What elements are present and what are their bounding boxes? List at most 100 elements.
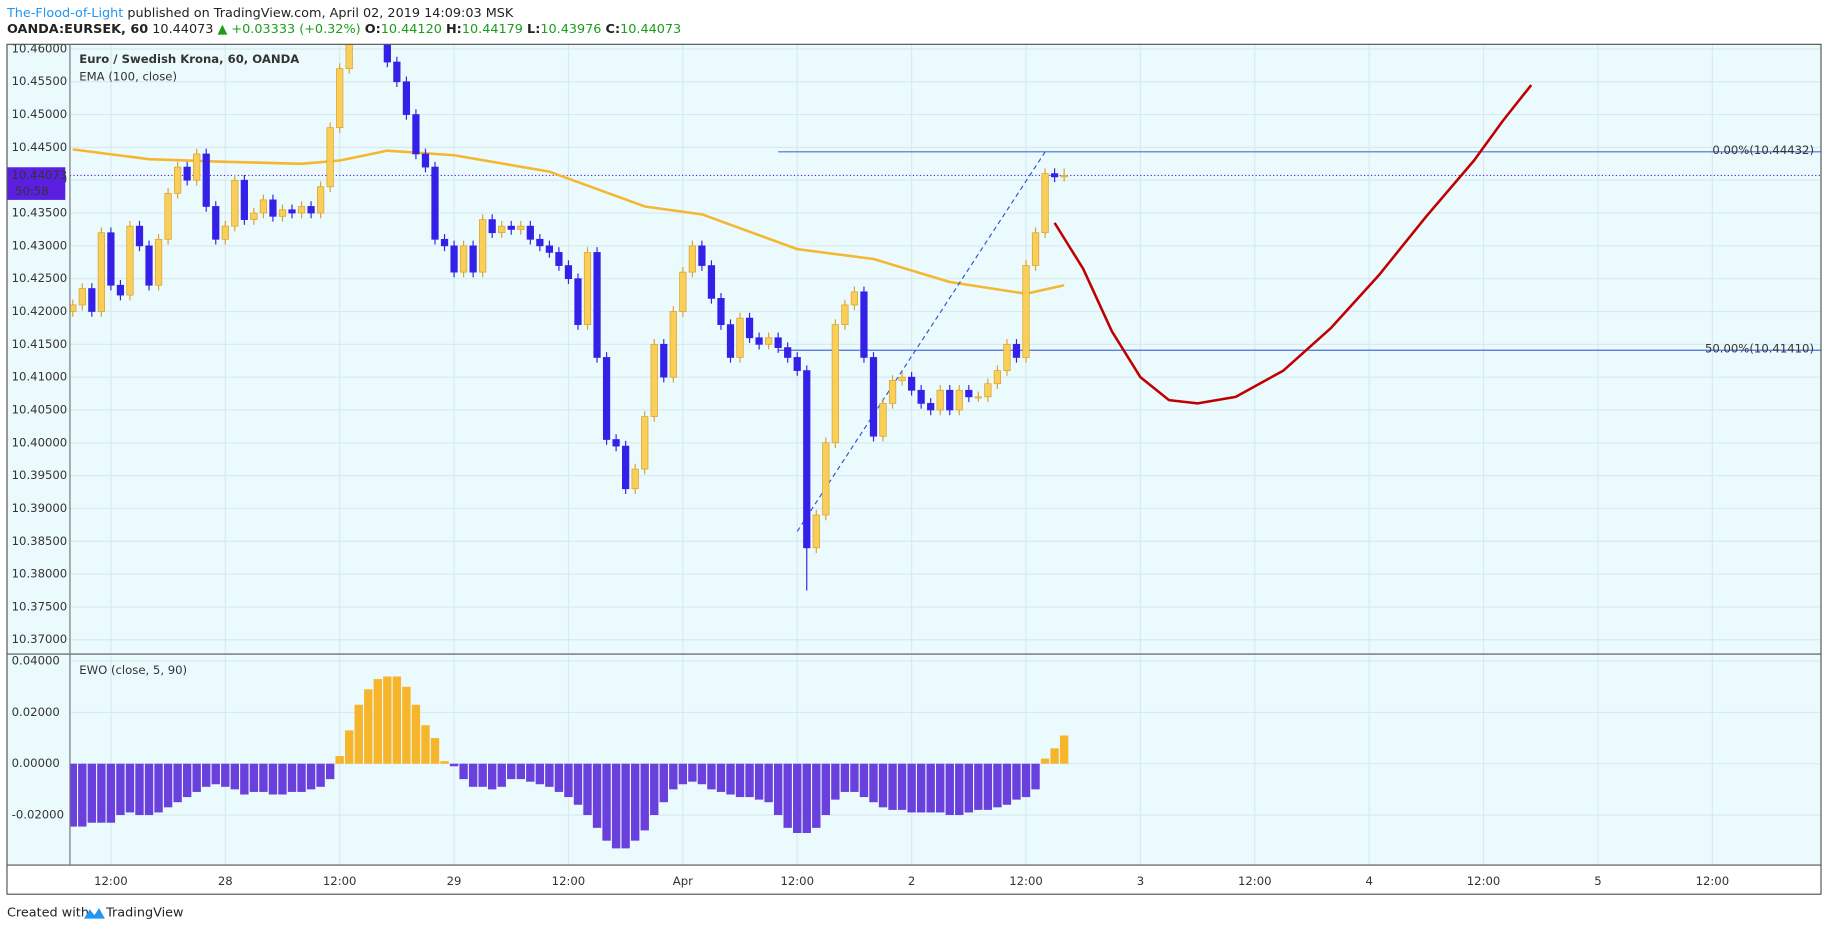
ewo-bar xyxy=(306,763,316,790)
candle-body xyxy=(650,343,658,417)
ewo-bar xyxy=(392,676,402,764)
ewo-bar xyxy=(688,763,697,782)
candle-body xyxy=(479,219,487,273)
y-tick-label: 10.37000 xyxy=(12,632,68,646)
candle-body xyxy=(612,439,620,447)
ewo-bar xyxy=(850,763,859,792)
y-tick-label: 10.43500 xyxy=(12,206,68,220)
candle-body xyxy=(126,225,134,296)
ewo-bar xyxy=(726,763,735,795)
candle-body xyxy=(898,376,906,381)
candle-body xyxy=(69,304,77,312)
ewo-bar xyxy=(602,763,611,841)
ewo-bar xyxy=(964,763,974,813)
ewo-bar xyxy=(916,763,926,813)
candle-body xyxy=(240,179,248,220)
candle-body xyxy=(459,245,468,273)
brand-logo xyxy=(83,908,105,919)
y-tick-label: 0.04000 xyxy=(12,654,60,668)
overlay: 12:00 28 12:00 29 12:00 Apr 12:00 2 12:00 3 12:00 4… xyxy=(6,41,1814,888)
candle-body xyxy=(402,81,411,115)
ewo-bar xyxy=(449,763,459,767)
y-tick-label: 10.40000 xyxy=(12,435,68,449)
ewo-bar xyxy=(859,763,869,798)
candle-body xyxy=(212,206,220,240)
ewo-bar xyxy=(650,763,659,816)
candle-body xyxy=(88,288,96,312)
candle-body xyxy=(622,445,630,490)
ohlc-value: 10.43976 xyxy=(540,22,601,37)
candle-body xyxy=(526,225,534,240)
ewo-bar xyxy=(907,763,916,813)
ewo-bar xyxy=(459,763,468,780)
ewo-bar xyxy=(192,763,201,792)
price: 10.44073 xyxy=(152,22,213,37)
brand[interactable]: TradingView xyxy=(105,905,183,920)
ewo-bar xyxy=(554,763,564,792)
y-tick-label: 10.39500 xyxy=(12,468,68,482)
published: published on TradingView.com, April 02, … xyxy=(127,5,514,20)
countdown-label: 50:58 xyxy=(15,184,49,198)
candle-body xyxy=(564,265,573,280)
candle-body xyxy=(431,166,439,240)
candle-body xyxy=(135,225,144,247)
ewo-bar xyxy=(564,763,573,798)
ewo-bar xyxy=(163,763,173,808)
ewo-bar xyxy=(773,763,783,816)
ewo-bar xyxy=(1002,763,1012,805)
candle-body xyxy=(908,376,916,391)
candle-body xyxy=(193,153,201,181)
fib-label: 50.00%(10.41410) xyxy=(1705,342,1814,356)
ewo-bar xyxy=(745,763,754,798)
ewo-bar xyxy=(678,763,688,785)
author[interactable]: The-Flood-of-Light xyxy=(6,5,123,20)
ewo-bar xyxy=(154,763,163,813)
ewo-bar xyxy=(821,763,831,816)
ewo-bar xyxy=(878,763,888,808)
ewo-bar xyxy=(697,763,707,785)
candle-body xyxy=(860,291,868,358)
last-price-label: 10.44073 xyxy=(12,168,68,182)
ewo-bar xyxy=(297,763,306,792)
candle-body xyxy=(412,114,420,155)
ewo-bar xyxy=(402,686,411,764)
ewo-bar xyxy=(430,738,440,764)
y-tick-label: 10.38500 xyxy=(12,534,68,548)
candle-body xyxy=(936,389,944,411)
candle-body xyxy=(965,389,973,398)
change: ▲ +0.03333 (+0.32%) xyxy=(217,22,360,37)
header-line: The-Flood-of-Light published on TradingV… xyxy=(6,5,514,20)
ewo-bar xyxy=(364,689,373,764)
ewo-bar xyxy=(125,763,135,813)
candle-body xyxy=(745,317,754,339)
ewo-bar xyxy=(411,704,421,764)
ewo-bar xyxy=(621,763,630,849)
candle-body xyxy=(669,311,677,378)
candle-body xyxy=(1060,175,1068,178)
ewo-bar xyxy=(259,763,268,792)
ewo-bar xyxy=(249,763,259,792)
ewo-bar xyxy=(497,763,506,787)
ewo-title: EWO (close, 5, 90) xyxy=(79,663,187,677)
ewo-bar xyxy=(106,763,116,823)
candle-body xyxy=(984,383,992,398)
candle-body xyxy=(517,225,525,230)
ewo-bar xyxy=(735,763,745,798)
ewo-bar xyxy=(1040,758,1050,764)
candle-body xyxy=(259,199,268,214)
x-tick-label: Apr xyxy=(673,874,693,888)
y-tick-label: 10.42500 xyxy=(12,271,68,285)
candle-body xyxy=(641,416,649,470)
candle-body xyxy=(631,468,639,490)
y-tick-label: 10.45500 xyxy=(12,74,68,88)
y-tick-label: 0.02000 xyxy=(12,705,60,719)
candle-body xyxy=(536,238,544,247)
ema-line xyxy=(72,148,1065,296)
ewo-bar xyxy=(669,763,678,790)
ewo-bar xyxy=(97,763,106,823)
candle-body xyxy=(717,298,725,325)
candle-body xyxy=(507,225,515,230)
candle-body xyxy=(345,44,353,69)
ewo-bar xyxy=(230,763,240,790)
